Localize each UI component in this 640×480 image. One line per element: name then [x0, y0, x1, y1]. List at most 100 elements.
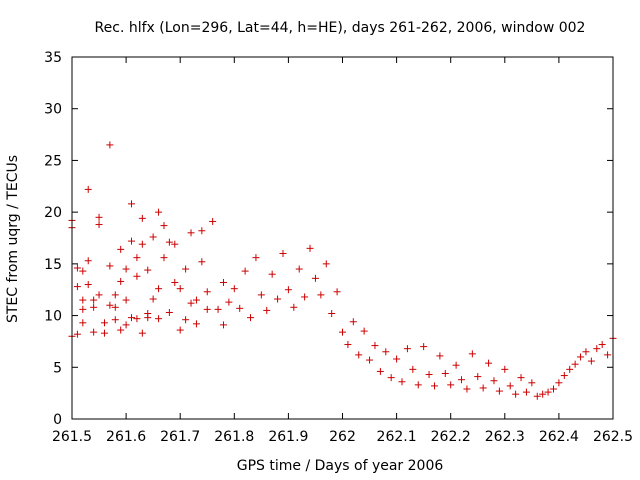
data-point [317, 291, 325, 299]
data-point [555, 379, 563, 387]
data-point [182, 265, 190, 273]
data-point [549, 385, 557, 393]
data-point [290, 303, 298, 311]
data-point [452, 361, 460, 369]
data-point [430, 382, 438, 390]
data-point [187, 229, 195, 237]
x-tick-label: 262 [329, 429, 356, 445]
data-point [149, 233, 157, 241]
data-point [257, 291, 265, 299]
data-point [122, 265, 130, 273]
data-point [441, 369, 449, 377]
data-point [90, 296, 98, 304]
data-point [376, 367, 384, 375]
data-point [393, 355, 401, 363]
data-point [263, 306, 271, 314]
y-tick-label: 5 [53, 360, 62, 376]
data-point [587, 357, 595, 365]
y-tick-label: 20 [44, 205, 62, 221]
data-point [155, 208, 163, 216]
data-point [409, 365, 417, 373]
data-point [192, 296, 200, 304]
y-tick-label: 35 [44, 50, 62, 66]
data-point [225, 298, 233, 306]
plot-frame [71, 56, 614, 420]
data-point [122, 321, 130, 329]
data-point [203, 305, 211, 313]
data-point [468, 350, 476, 358]
data-point [138, 214, 146, 222]
data-point [382, 348, 390, 356]
data-point [128, 200, 136, 208]
x-tick-label: 262.4 [539, 429, 579, 445]
x-tick-label: 261.6 [106, 429, 146, 445]
data-point [214, 305, 222, 313]
y-tick-label: 15 [44, 257, 62, 273]
data-point [485, 359, 493, 367]
data-point [301, 293, 309, 301]
data-point [371, 342, 379, 350]
data-point [474, 373, 482, 381]
data-point [436, 352, 444, 360]
data-point [236, 304, 244, 312]
y-tick-label: 25 [44, 153, 62, 169]
chart-title: Rec. hlfx (Lon=296, Lat=44, h=HE), days … [95, 20, 586, 36]
y-axis-label: STEC from uqrg / TECUs [5, 155, 21, 323]
data-point [420, 343, 428, 351]
data-point [328, 310, 336, 318]
data-point [73, 283, 81, 291]
data-point [349, 318, 357, 326]
data-point [144, 310, 152, 318]
data-point [501, 365, 509, 373]
data-point [495, 387, 503, 395]
y-tick-label: 30 [44, 102, 62, 118]
data-point [566, 365, 574, 373]
data-point [111, 303, 119, 311]
data-points [68, 141, 617, 400]
data-point [593, 345, 601, 353]
data-point [84, 257, 92, 265]
data-point [490, 377, 498, 385]
data-point [425, 371, 433, 379]
data-point [522, 388, 530, 396]
data-point [84, 185, 92, 193]
data-point [533, 392, 541, 400]
y-tick-label: 10 [44, 309, 62, 325]
data-point [366, 356, 374, 364]
data-point [95, 221, 103, 229]
data-point [128, 237, 136, 245]
data-point [512, 390, 520, 398]
data-point [387, 374, 395, 382]
data-point [219, 278, 227, 286]
data-point [284, 286, 292, 294]
x-tick-label: 262.3 [485, 429, 525, 445]
x-tick-label: 262.2 [431, 429, 471, 445]
data-point [360, 327, 368, 335]
data-point [577, 353, 585, 361]
data-point [95, 291, 103, 299]
data-point [268, 270, 276, 278]
data-point [176, 326, 184, 334]
data-point [133, 315, 141, 323]
data-point [100, 319, 108, 327]
y-tick-label: 0 [53, 412, 62, 428]
data-point [106, 262, 114, 270]
data-point [582, 348, 590, 356]
data-point [463, 385, 471, 393]
data-point [117, 245, 125, 253]
data-point [479, 384, 487, 392]
data-point [517, 374, 525, 382]
data-point [117, 277, 125, 285]
x-tick-label: 261.5 [52, 429, 92, 445]
data-point [144, 266, 152, 274]
data-point [339, 328, 346, 336]
axis-ticks: 261.5 261.6 261.7 261.8 261.9 262 262.1 262.2 26… [44, 50, 633, 445]
data-point [539, 390, 547, 398]
data-point [73, 264, 81, 272]
data-point [117, 326, 125, 334]
data-point [187, 299, 195, 307]
data-point [160, 222, 168, 230]
data-point [90, 328, 98, 336]
data-point [111, 291, 119, 299]
data-point [414, 381, 422, 389]
